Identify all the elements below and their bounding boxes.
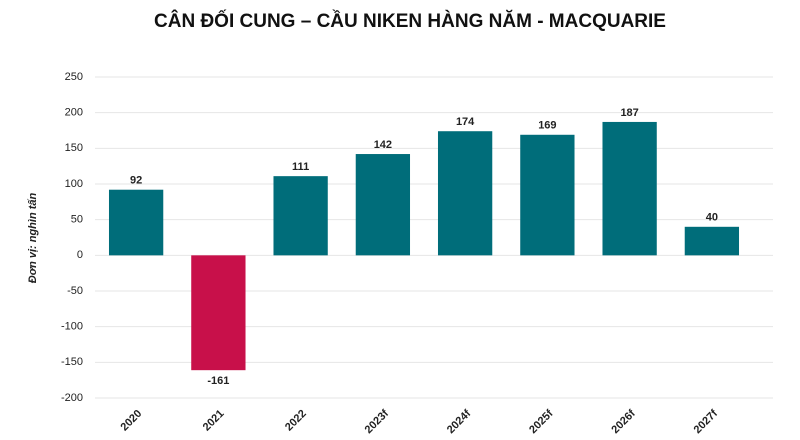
x-tick-label: 2025f: [527, 407, 556, 436]
bar: [191, 255, 246, 371]
bar: [602, 121, 657, 256]
bar: [355, 154, 411, 256]
data-label: 111: [292, 161, 309, 173]
data-label: 169: [538, 120, 556, 132]
x-tick-label: 2027f: [692, 407, 721, 436]
bar: [437, 131, 493, 256]
bar: [108, 189, 164, 256]
x-tick-label: 2021: [201, 408, 227, 434]
bar: [684, 226, 740, 256]
x-tick-label: 2026f: [609, 407, 638, 436]
x-tick-label: 2022: [283, 408, 309, 434]
chart-title: CÂN ĐỐI CUNG – CẦU NIKEN HÀNG NĂM - MACQ…: [154, 10, 666, 32]
y-tick-label: 50: [71, 214, 83, 226]
bar: [520, 134, 575, 256]
y-tick-label: -150: [61, 356, 83, 368]
x-tick-label: 2023f: [363, 407, 392, 436]
data-label: 174: [456, 116, 475, 128]
data-label: -161: [207, 375, 229, 387]
bar: [273, 176, 328, 256]
y-tick-label: -100: [61, 321, 83, 333]
y-axis-label: Đơn vị: nghìn tấn: [27, 192, 39, 283]
x-tick-label: 2020: [119, 408, 145, 434]
y-tick-label: 200: [65, 107, 83, 119]
y-tick-label: -50: [67, 285, 83, 297]
data-label: 40: [706, 212, 718, 224]
y-tick-label: 100: [65, 178, 83, 190]
y-tick-label: 150: [65, 142, 83, 154]
y-tick-label: 250: [65, 71, 83, 83]
x-tick-label: 2024f: [445, 407, 474, 436]
y-tick-label: -200: [61, 392, 83, 404]
data-label: 142: [374, 139, 392, 151]
data-label: 187: [620, 107, 638, 119]
y-tick-label: 0: [77, 249, 83, 261]
data-label: 92: [130, 175, 142, 187]
